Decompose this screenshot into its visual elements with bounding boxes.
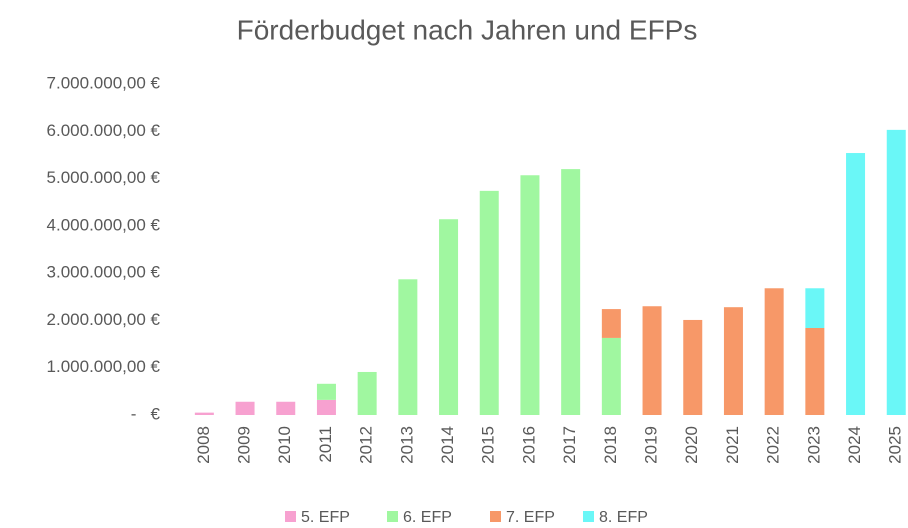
x-tick-label: 2024	[845, 426, 864, 464]
bar	[723, 307, 743, 415]
y-tick-label: 6.000.000,00 €	[47, 121, 161, 140]
x-tick-label: 2022	[764, 426, 783, 464]
y-tick-label: 3.000.000,00 €	[47, 263, 161, 282]
bar	[479, 190, 499, 415]
legend-label: 6. EFP	[403, 509, 452, 526]
x-tick-label: 2011	[316, 426, 335, 463]
bar	[357, 371, 377, 415]
y-tick-label: 5.000.000,00 €	[47, 168, 161, 187]
bar	[805, 288, 825, 328]
bar	[683, 319, 703, 415]
bar	[520, 175, 540, 415]
legend-swatch	[490, 511, 501, 522]
bar	[886, 129, 906, 416]
x-tick-label: 2021	[723, 426, 742, 464]
bar	[764, 288, 784, 415]
chart-title: Förderbudget nach Jahren und EFPs	[237, 14, 698, 45]
x-tick-label: 2018	[601, 426, 620, 464]
bar	[276, 401, 296, 415]
bar	[316, 383, 336, 400]
bar	[194, 412, 214, 415]
y-tick-label: 1.000.000,00 €	[47, 357, 161, 376]
x-tick-label: 2009	[235, 426, 254, 464]
legend-label: 5. EFP	[301, 509, 350, 526]
bar	[601, 337, 621, 415]
bar	[235, 401, 255, 415]
y-tick-label: 7.000.000,00 €	[47, 73, 161, 92]
bar	[316, 399, 336, 415]
x-tick-label: 2023	[804, 426, 823, 464]
legend-swatch	[583, 511, 594, 522]
bar	[846, 153, 866, 415]
bar	[439, 219, 459, 415]
legend-label: 7. EFP	[506, 509, 555, 526]
bar	[601, 309, 621, 338]
bar	[561, 169, 581, 415]
x-tick-label: 2019	[642, 426, 661, 464]
y-tick-label: 2.000.000,00 €	[47, 310, 161, 329]
x-tick-label: 2016	[519, 426, 538, 464]
x-tick-label: 2014	[438, 426, 457, 464]
x-tick-label: 2020	[682, 426, 701, 464]
legend-label: 8. EFP	[599, 509, 648, 526]
x-tick-label: 2010	[275, 426, 294, 464]
legend-swatch	[285, 511, 296, 522]
bar	[805, 327, 825, 415]
bar	[398, 279, 418, 415]
x-tick-label: 2025	[886, 426, 905, 464]
x-tick-label: 2013	[397, 426, 416, 464]
y-tick-label: - €	[131, 404, 161, 423]
y-tick-label: 4.000.000,00 €	[47, 215, 161, 234]
x-tick-label: 2012	[357, 426, 376, 464]
x-tick-label: 2017	[560, 426, 579, 464]
x-tick-label: 2015	[479, 426, 498, 464]
bar	[642, 306, 662, 415]
x-tick-label: 2008	[194, 426, 213, 464]
legend-swatch	[387, 511, 398, 522]
